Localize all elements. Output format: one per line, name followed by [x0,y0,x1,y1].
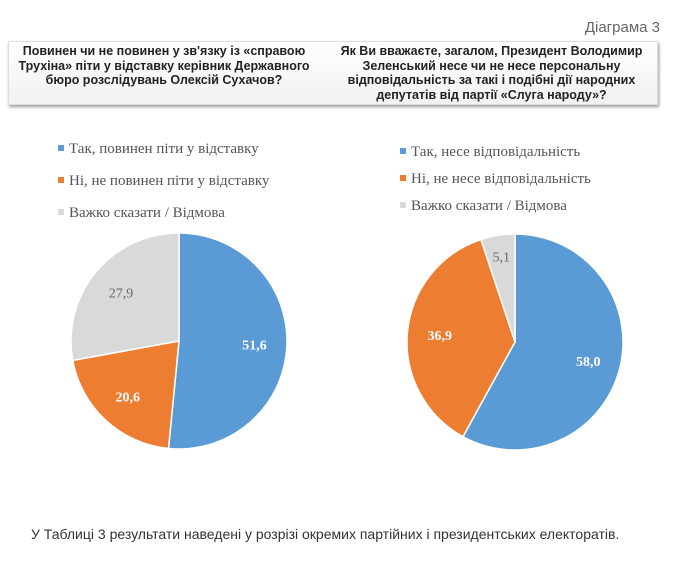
legend-label: Так, несе відповідальність [411,144,581,160]
legend-item: Так, повинен піти у відставку [58,141,259,158]
legend-item: Ні, не повинен піти у відставку [58,173,269,190]
legend-item: Важко сказати / Відмова [400,198,567,215]
legend-item: Так, несе відповідальність [400,144,580,161]
data-label: 27,9 [109,287,134,302]
legend-label: Важко сказати / Відмова [69,205,225,221]
pie-slice [167,232,288,450]
question-2: Як Ви вважаєте, загалом, Президент Волод… [340,44,643,102]
legend-swatch [58,176,64,183]
legend-swatch [400,147,406,154]
data-label: 5,1 [492,251,510,266]
legend-swatch [400,174,406,181]
legend-swatch [400,201,406,208]
data-label: 36,9 [427,329,452,344]
legend-swatch [58,208,64,215]
pie-slice [480,233,516,343]
legend-label: Важко сказати / Відмова [411,198,567,214]
data-label: 20,6 [116,391,141,406]
questions-box: Повинен чи не повинен у зв'язку із «спра… [8,41,658,105]
diagram-label: Діаграма 3 [584,19,660,36]
legend-swatch [58,144,64,151]
pie-slice [461,233,624,451]
legend-label: Ні, не повинен піти у відставку [69,173,270,189]
legend-label: Ні, не несе відповідальність [411,171,591,187]
pie-slice [70,232,180,362]
data-label: 51,6 [242,339,267,354]
legend-item: Ні, не несе відповідальність [400,171,591,188]
legend-item: Важко сказати / Відмова [58,205,225,222]
pie-slice [406,238,516,438]
footer-text: У Таблиці 3 результати наведені у розріз… [31,526,620,542]
data-label: 58,0 [576,355,601,370]
pie-slice [71,340,180,450]
legend-label: Так, повинен піти у відставку [69,141,259,157]
question-1: Повинен чи не повинен у зв'язку із «спра… [18,44,310,87]
